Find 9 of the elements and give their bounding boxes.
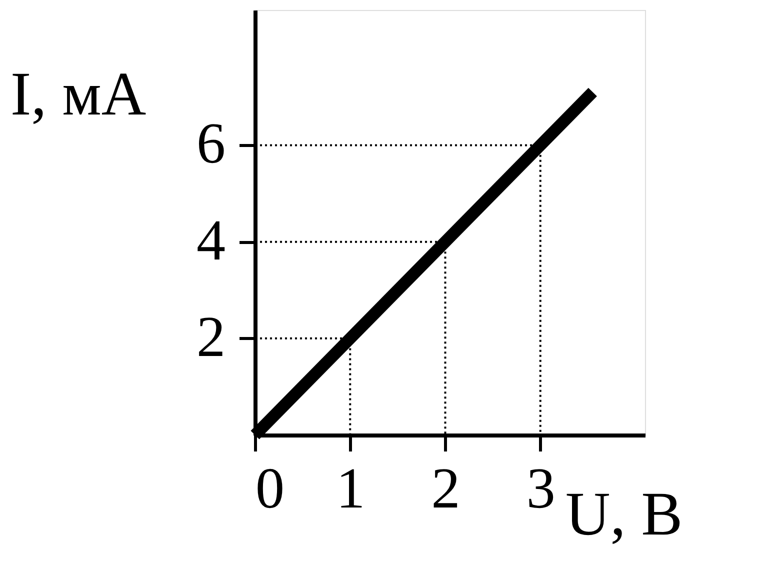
- x-tick-label: 1: [336, 456, 366, 520]
- x-tick-label: 0: [256, 456, 284, 520]
- x-axis-title: U, В: [566, 480, 683, 548]
- y-tick-label: 2: [196, 304, 226, 369]
- x-tick-label: 2: [431, 456, 460, 520]
- x-tick-label: 3: [526, 456, 556, 520]
- y-tick-label: 4: [196, 207, 226, 272]
- y-axis-title: I, мА: [10, 60, 146, 128]
- y-tick-label: 6: [196, 110, 226, 176]
